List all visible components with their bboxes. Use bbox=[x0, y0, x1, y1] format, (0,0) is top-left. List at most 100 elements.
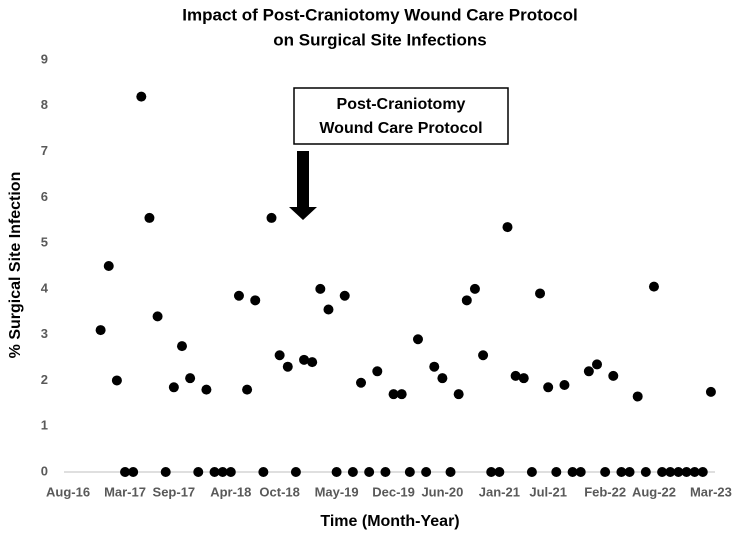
data-point bbox=[608, 370, 619, 381]
data-point bbox=[657, 467, 668, 477]
y-tick-label: 1 bbox=[41, 418, 48, 433]
data-point bbox=[356, 377, 367, 388]
data-point bbox=[469, 283, 480, 294]
data-point bbox=[388, 389, 399, 400]
data-point bbox=[648, 281, 659, 292]
data-point bbox=[624, 467, 635, 477]
data-point bbox=[95, 325, 106, 336]
data-point bbox=[575, 467, 586, 477]
x-tick-label: Aug-22 bbox=[632, 484, 676, 499]
x-tick-label: Sep-17 bbox=[153, 484, 196, 499]
data-point bbox=[266, 212, 277, 223]
data-point bbox=[128, 467, 139, 477]
data-point bbox=[494, 467, 505, 477]
data-point bbox=[412, 334, 423, 345]
data-point bbox=[225, 467, 236, 477]
data-point bbox=[209, 467, 220, 477]
x-tick-label: Aug-16 bbox=[46, 484, 90, 499]
data-point bbox=[453, 389, 464, 400]
data-point bbox=[201, 384, 212, 395]
y-tick-label: 3 bbox=[41, 326, 48, 341]
data-point bbox=[616, 467, 627, 477]
data-point bbox=[632, 391, 643, 402]
data-point bbox=[242, 384, 253, 395]
data-point bbox=[510, 370, 521, 381]
data-point bbox=[339, 290, 350, 301]
data-point bbox=[168, 382, 179, 393]
y-tick-label: 2 bbox=[41, 372, 48, 387]
data-point bbox=[307, 357, 318, 368]
data-point bbox=[502, 222, 513, 233]
data-point bbox=[437, 373, 448, 384]
annotation-arrow bbox=[289, 151, 317, 220]
data-point bbox=[347, 467, 358, 477]
x-tick-label: Feb-22 bbox=[584, 484, 626, 499]
data-point bbox=[176, 341, 187, 352]
data-point bbox=[111, 375, 122, 386]
y-tick-label: 7 bbox=[41, 143, 48, 158]
data-point bbox=[103, 261, 114, 271]
data-point bbox=[551, 467, 562, 477]
data-point bbox=[404, 467, 415, 477]
data-point bbox=[331, 467, 342, 477]
data-point bbox=[185, 373, 196, 384]
data-point bbox=[323, 304, 334, 315]
data-point bbox=[250, 295, 261, 306]
data-point bbox=[689, 467, 700, 477]
data-point bbox=[681, 467, 692, 477]
data-point bbox=[600, 467, 611, 477]
annotation-text: Wound Care Protocol bbox=[319, 120, 482, 137]
annotation-box bbox=[293, 87, 509, 145]
y-tick-label: 5 bbox=[41, 235, 48, 250]
y-tick-label: 4 bbox=[41, 280, 49, 295]
data-point bbox=[705, 386, 716, 397]
x-tick-label: Mar-23 bbox=[690, 484, 732, 499]
data-point bbox=[274, 350, 285, 361]
data-point bbox=[559, 380, 570, 391]
x-tick-label: Jul-21 bbox=[529, 484, 567, 499]
data-point bbox=[461, 295, 472, 306]
data-point bbox=[697, 467, 708, 477]
x-tick-label: Mar-17 bbox=[104, 484, 146, 499]
data-point bbox=[299, 354, 310, 365]
chart-title: on Surgical Site Infections bbox=[273, 30, 486, 49]
data-point bbox=[144, 212, 155, 223]
y-tick-label: 0 bbox=[41, 463, 48, 478]
x-tick-label: Dec-19 bbox=[372, 484, 415, 499]
y-tick-label: 8 bbox=[41, 97, 48, 112]
data-point bbox=[526, 467, 537, 477]
y-tick-label: 6 bbox=[41, 189, 48, 204]
x-tick-label: Apr-18 bbox=[210, 484, 251, 499]
data-point bbox=[315, 283, 326, 294]
data-point bbox=[136, 91, 147, 102]
data-point bbox=[282, 361, 293, 372]
data-point bbox=[592, 359, 603, 370]
x-axis-title: Time (Month-Year) bbox=[320, 513, 459, 530]
data-point bbox=[380, 467, 391, 477]
x-tick-label: May-19 bbox=[315, 484, 359, 499]
x-tick-label: Jun-20 bbox=[421, 484, 463, 499]
data-point bbox=[421, 467, 432, 477]
data-point bbox=[478, 350, 489, 361]
data-point bbox=[152, 311, 163, 322]
data-point bbox=[445, 467, 456, 477]
data-point bbox=[640, 467, 651, 477]
data-point bbox=[567, 467, 578, 477]
data-point bbox=[583, 366, 594, 377]
data-point bbox=[233, 290, 244, 301]
x-tick-label: Oct-18 bbox=[259, 484, 299, 499]
y-axis-title: % Surgical Site Infection bbox=[7, 172, 24, 359]
data-point bbox=[535, 288, 546, 299]
data-point bbox=[372, 366, 383, 377]
data-point bbox=[673, 467, 684, 477]
data-point bbox=[364, 467, 375, 477]
chart-title: Impact of Post-Craniotomy Wound Care Pro… bbox=[182, 5, 577, 24]
data-point bbox=[543, 382, 554, 393]
data-point bbox=[290, 467, 301, 477]
data-point bbox=[396, 389, 407, 400]
data-point bbox=[217, 467, 228, 477]
y-tick-label: 9 bbox=[41, 51, 48, 66]
data-point bbox=[160, 467, 171, 477]
data-point bbox=[120, 467, 131, 477]
